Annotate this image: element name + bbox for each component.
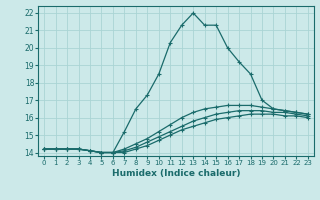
X-axis label: Humidex (Indice chaleur): Humidex (Indice chaleur)	[112, 169, 240, 178]
